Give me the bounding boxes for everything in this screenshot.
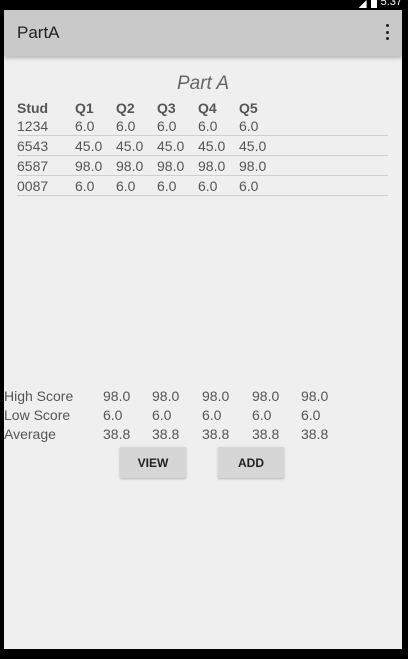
status-bar: 5:37 (0, 0, 408, 10)
page-title: Part A (176, 73, 230, 94)
stat-label: Low Score (4, 407, 71, 423)
table-header-cell: Q3 (157, 100, 176, 116)
table-cell: 6.0 (75, 178, 95, 194)
add-button[interactable]: ADD (218, 447, 284, 478)
stat-value: 38.8 (202, 426, 230, 442)
table-header-cell: Q2 (116, 100, 135, 116)
stat-value: 38.8 (152, 426, 180, 442)
table-header-cell: Q5 (239, 100, 258, 116)
stat-row-high: High Score 98.0 98.0 98.0 98.0 98.0 (4, 387, 402, 406)
stat-value: 38.8 (301, 426, 329, 442)
table-cell: 45.0 (198, 138, 226, 154)
table-cell: 6.0 (239, 178, 259, 194)
table-cell: 6.0 (157, 118, 177, 134)
app-bar: PartA (4, 10, 402, 56)
stat-value: 6.0 (202, 407, 222, 423)
table-cell: 45.0 (75, 138, 103, 154)
stat-value: 98.0 (301, 388, 329, 404)
table-cell: 6587 (17, 158, 49, 174)
table-cell: 98.0 (75, 158, 103, 174)
stats-summary: High Score 98.0 98.0 98.0 98.0 98.0 Low … (4, 387, 402, 444)
stat-value: 38.8 (252, 426, 280, 442)
battery-icon (370, 0, 377, 8)
stat-value: 98.0 (252, 388, 280, 404)
table-header-row: Stud Q1 Q2 Q3 Q4 Q5 (17, 98, 388, 116)
table-header-cell: Q4 (198, 100, 217, 116)
table-cell: 98.0 (116, 158, 144, 174)
table-cell: 6.0 (75, 118, 95, 134)
app-title: PartA (17, 23, 60, 42)
stat-value: 38.8 (103, 426, 131, 442)
table-cell: 6.0 (116, 118, 136, 134)
table-row: 0087 6.0 6.0 6.0 6.0 6.0 (17, 176, 388, 196)
table-cell: 98.0 (198, 158, 226, 174)
overflow-menu-icon[interactable] (384, 24, 390, 40)
status-time: 5:37 (380, 0, 402, 8)
scores-table: Stud Q1 Q2 Q3 Q4 Q5 1234 6.0 6.0 6.0 6.0… (17, 98, 388, 196)
bottom-frame (0, 649, 408, 659)
table-row: 6543 45.0 45.0 45.0 45.0 45.0 (17, 136, 388, 156)
table-cell: 6.0 (198, 178, 218, 194)
stat-value: 6.0 (103, 407, 123, 423)
stat-value: 6.0 (301, 407, 321, 423)
table-cell: 0087 (17, 178, 49, 194)
stat-value: 98.0 (152, 388, 180, 404)
table-cell: 6.0 (116, 178, 136, 194)
table-header-cell: Q1 (75, 100, 94, 116)
stat-value: 6.0 (152, 407, 172, 423)
stat-value: 6.0 (252, 407, 272, 423)
table-header-cell: Stud (17, 100, 49, 116)
app-screen: PartA Part A Stud Q1 Q2 Q3 Q4 Q5 1234 6.… (4, 10, 402, 649)
table-cell: 45.0 (157, 138, 185, 154)
table-row: 6587 98.0 98.0 98.0 98.0 98.0 (17, 156, 388, 176)
view-button[interactable]: VIEW (120, 447, 186, 478)
table-row: 1234 6.0 6.0 6.0 6.0 6.0 (17, 116, 388, 136)
stat-value: 98.0 (202, 388, 230, 404)
table-cell: 6543 (17, 138, 49, 154)
stat-row-average: Average 38.8 38.8 38.8 38.8 38.8 (4, 425, 402, 444)
stat-label: High Score (4, 388, 74, 404)
table-cell: 98.0 (239, 158, 267, 174)
signal-icon (358, 0, 367, 8)
table-cell: 6.0 (157, 178, 177, 194)
table-cell: 1234 (17, 118, 49, 134)
stat-row-low: Low Score 6.0 6.0 6.0 6.0 6.0 (4, 406, 402, 425)
table-cell: 45.0 (239, 138, 267, 154)
table-cell: 45.0 (116, 138, 144, 154)
table-cell: 98.0 (157, 158, 185, 174)
stat-value: 98.0 (103, 388, 131, 404)
table-cell: 6.0 (239, 118, 259, 134)
status-icons: 5:37 (358, 0, 402, 8)
stat-label: Average (4, 426, 56, 442)
table-cell: 6.0 (198, 118, 218, 134)
